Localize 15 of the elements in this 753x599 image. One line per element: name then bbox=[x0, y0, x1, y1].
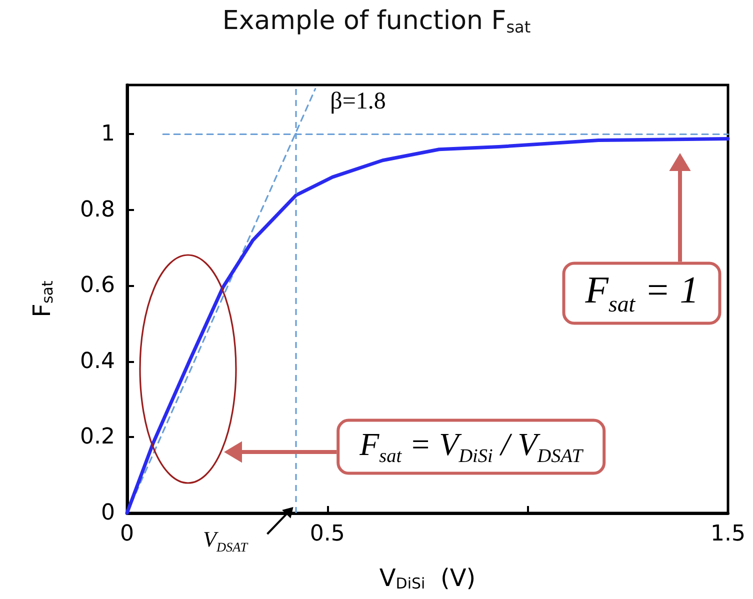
y-tick-label: 0 bbox=[101, 500, 115, 526]
y-tick-label: 0.2 bbox=[80, 424, 115, 450]
y-tick-label: 0.8 bbox=[80, 197, 115, 222]
x-tick-label: 0.5 bbox=[310, 522, 345, 546]
y-tick-label: 0.4 bbox=[80, 348, 115, 374]
y-tick-label: 1 bbox=[101, 122, 115, 147]
annotation: F$_{sat}$ = V$_{DiSi}$ / V$_{DSAT}$ bbox=[336, 418, 606, 476]
x-tick-label: 0 bbox=[120, 522, 134, 546]
annotation: β=1.8 bbox=[330, 88, 386, 116]
x-tick-label: 1.5 bbox=[710, 522, 746, 546]
y-tick-label: 0.6 bbox=[80, 273, 115, 298]
annotation: F$_{sat}$ = 1 bbox=[562, 262, 722, 324]
y-axis-title: Fsat bbox=[28, 280, 56, 318]
annotation: V$_{DSAT}$ bbox=[203, 526, 248, 556]
x-axis-title: VDiSi (V) bbox=[379, 564, 476, 592]
